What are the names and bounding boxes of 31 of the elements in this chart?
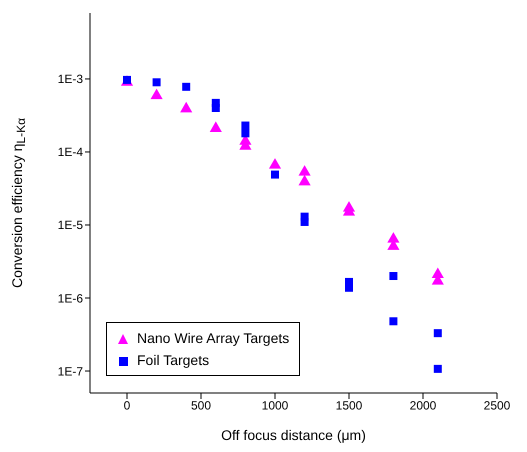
point: [434, 364, 442, 373]
legend-label: Nano Wire Array Targets: [137, 330, 290, 346]
point: [268, 158, 282, 169]
point: [210, 121, 222, 132]
point: [298, 165, 311, 176]
point: [182, 82, 190, 91]
point: [180, 102, 192, 112]
point: [241, 129, 250, 138]
point: [152, 78, 161, 86]
y-tick-label: 1E-4: [58, 145, 84, 160]
x-tick-label: 2000: [410, 398, 437, 413]
y-tick-label: 1E-5: [58, 218, 84, 232]
x-tick-label: 1000: [262, 398, 289, 413]
y-tick-label: 1E-6: [58, 291, 84, 306]
point: [150, 88, 163, 100]
y-tick-label: 1E-7: [58, 364, 84, 378]
point: [389, 272, 398, 280]
x-axis-title: Off focus distance (μm): [221, 427, 366, 443]
y-tick-label: 1E-3: [58, 72, 84, 86]
x-tick-label: 500: [190, 398, 212, 413]
point: [298, 174, 311, 186]
x-tick-label: 2500: [484, 398, 511, 413]
x-tick-label: 0: [124, 398, 131, 413]
point: [212, 104, 220, 112]
point: [434, 329, 442, 338]
x-tick-label: 1500: [336, 398, 363, 413]
point: [389, 317, 398, 326]
legend-label: Foil Targets: [137, 352, 210, 368]
point: [241, 122, 250, 130]
point: [271, 170, 279, 179]
point: [300, 218, 309, 226]
